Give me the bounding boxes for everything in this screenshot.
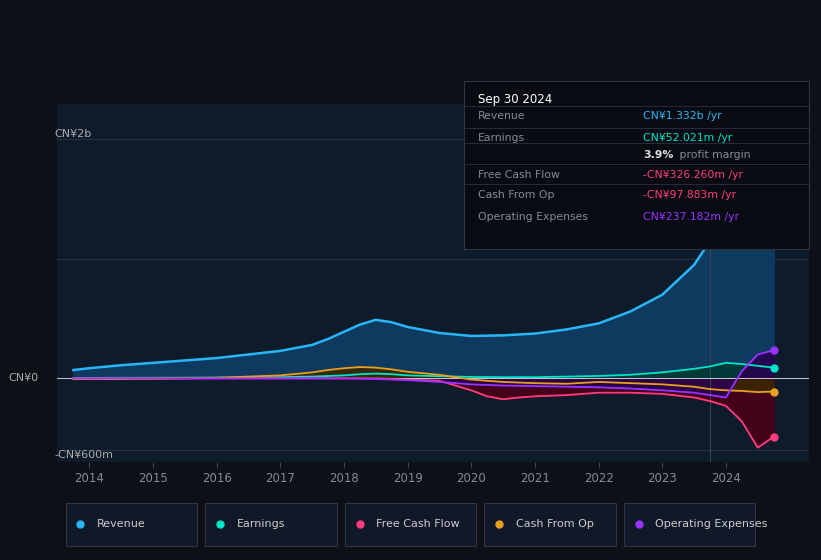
Text: Cash From Op: Cash From Op	[516, 519, 594, 529]
FancyBboxPatch shape	[484, 503, 616, 546]
Text: profit margin: profit margin	[676, 150, 750, 160]
Text: 3.9%: 3.9%	[643, 150, 673, 160]
Text: -CN¥326.260m /yr: -CN¥326.260m /yr	[643, 170, 743, 180]
Point	[767, 387, 780, 396]
FancyBboxPatch shape	[66, 503, 197, 546]
Text: CN¥237.182m /yr: CN¥237.182m /yr	[643, 212, 739, 222]
Text: CN¥52.021m /yr: CN¥52.021m /yr	[643, 133, 732, 143]
Text: Earnings: Earnings	[478, 133, 525, 143]
Point	[767, 346, 780, 355]
Text: CN¥0: CN¥0	[8, 374, 39, 384]
Text: Free Cash Flow: Free Cash Flow	[478, 170, 560, 180]
FancyBboxPatch shape	[345, 503, 476, 546]
Point	[767, 153, 780, 162]
Text: Free Cash Flow: Free Cash Flow	[376, 519, 460, 529]
Point	[767, 432, 780, 441]
Text: -CN¥600m: -CN¥600m	[54, 450, 113, 460]
Text: -CN¥97.883m /yr: -CN¥97.883m /yr	[643, 190, 736, 200]
Text: Operating Expenses: Operating Expenses	[478, 212, 588, 222]
FancyBboxPatch shape	[624, 503, 755, 546]
Point	[767, 363, 780, 372]
FancyBboxPatch shape	[205, 503, 337, 546]
Text: CN¥1.332b /yr: CN¥1.332b /yr	[643, 111, 722, 122]
Text: Operating Expenses: Operating Expenses	[655, 519, 768, 529]
Text: Cash From Op: Cash From Op	[478, 190, 554, 200]
Text: CN¥2b: CN¥2b	[54, 129, 91, 139]
Text: Revenue: Revenue	[97, 519, 145, 529]
Text: Revenue: Revenue	[478, 111, 525, 122]
Text: Earnings: Earnings	[236, 519, 285, 529]
Text: Sep 30 2024: Sep 30 2024	[478, 93, 552, 106]
